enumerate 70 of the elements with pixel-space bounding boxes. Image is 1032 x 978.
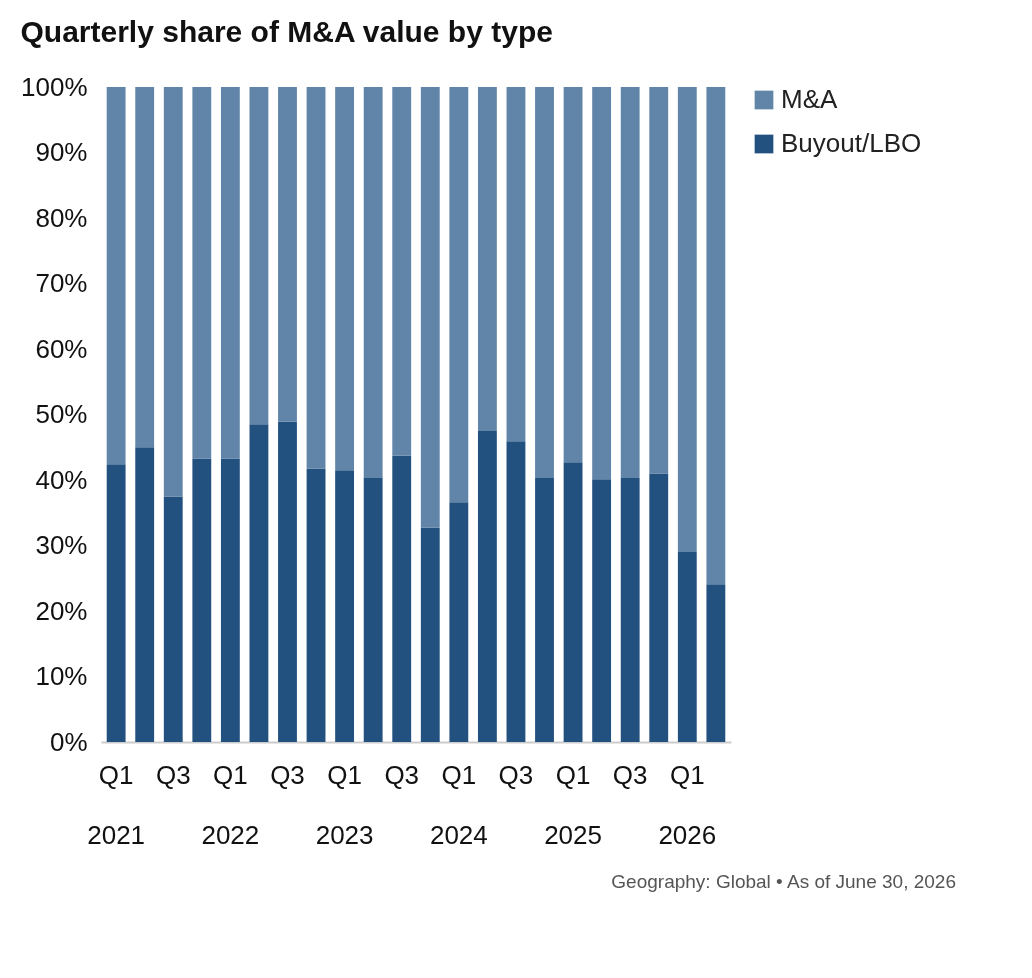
x-tick-label: Q3 <box>498 759 534 790</box>
x-tick-label: Q3 <box>384 759 420 790</box>
y-tick-label: 90% <box>35 137 88 167</box>
y-tick-label: 10% <box>35 661 88 691</box>
x-tick-label: Q3 <box>270 759 305 790</box>
bar <box>392 455 412 742</box>
bar <box>649 473 669 742</box>
y-tick-label: 50% <box>35 399 88 429</box>
bar <box>506 87 526 442</box>
x-tick-label: Q1 2023 <box>315 759 374 850</box>
bar <box>220 458 240 742</box>
x-tick-label: Q1 2021 <box>87 759 146 850</box>
bar <box>706 584 726 742</box>
bar <box>135 447 155 742</box>
x-tick-label: Q3 <box>155 759 191 790</box>
y-tick-label: 80% <box>35 202 88 233</box>
x-tick-label: Q1 2026 <box>658 759 717 850</box>
y-tick-label: 30% <box>35 530 88 560</box>
x-tick-label: Q1 2024 <box>429 759 488 850</box>
bar <box>163 87 183 497</box>
bar <box>335 470 355 742</box>
bar <box>592 479 612 742</box>
text: Geography: Global • As of June 30, 2026 <box>611 871 956 892</box>
bar <box>135 87 155 448</box>
bar <box>706 87 726 585</box>
bar <box>506 441 526 742</box>
bar <box>477 430 497 742</box>
bar <box>106 464 126 742</box>
legend-label: Buyout/LBO <box>781 128 922 158</box>
bar <box>249 87 269 425</box>
x-tick-label: Q3 <box>612 759 648 790</box>
bar <box>420 87 440 528</box>
bar <box>163 496 183 742</box>
bar <box>649 87 669 474</box>
bar <box>420 527 440 742</box>
bar <box>677 87 697 553</box>
bar <box>306 468 326 742</box>
bar <box>563 462 583 742</box>
y-tick-label: 40% <box>35 464 88 495</box>
y-tick-label: 0% <box>49 726 88 757</box>
y-tick-label: 60% <box>35 333 88 364</box>
bar <box>220 87 240 459</box>
bar <box>192 87 212 459</box>
y-tick-label: 20% <box>35 595 88 626</box>
bar <box>449 87 469 503</box>
bar <box>278 421 297 742</box>
bar <box>620 478 640 742</box>
bar <box>535 87 554 479</box>
legend-label: M&A <box>781 84 838 114</box>
bar <box>563 87 583 463</box>
bar <box>106 87 126 465</box>
bar <box>620 87 640 479</box>
bar <box>278 87 297 422</box>
bar <box>363 87 383 479</box>
bar <box>306 87 326 469</box>
x-tick-label: Q1 2022 <box>201 759 260 850</box>
bar <box>592 87 612 480</box>
x-tick-label: Q1 2025 <box>544 759 602 850</box>
chart-title: Quarterly share of M&A value by type <box>20 15 553 48</box>
bar <box>392 87 412 456</box>
bar <box>449 502 469 742</box>
y-tick-label: 70% <box>35 268 88 298</box>
bar <box>535 478 554 742</box>
bar <box>677 552 697 742</box>
bar <box>477 87 497 431</box>
bar <box>363 478 383 742</box>
bar <box>335 87 355 471</box>
y-tick-label: 100% <box>21 71 88 102</box>
bar <box>249 424 269 742</box>
bar <box>192 458 212 742</box>
